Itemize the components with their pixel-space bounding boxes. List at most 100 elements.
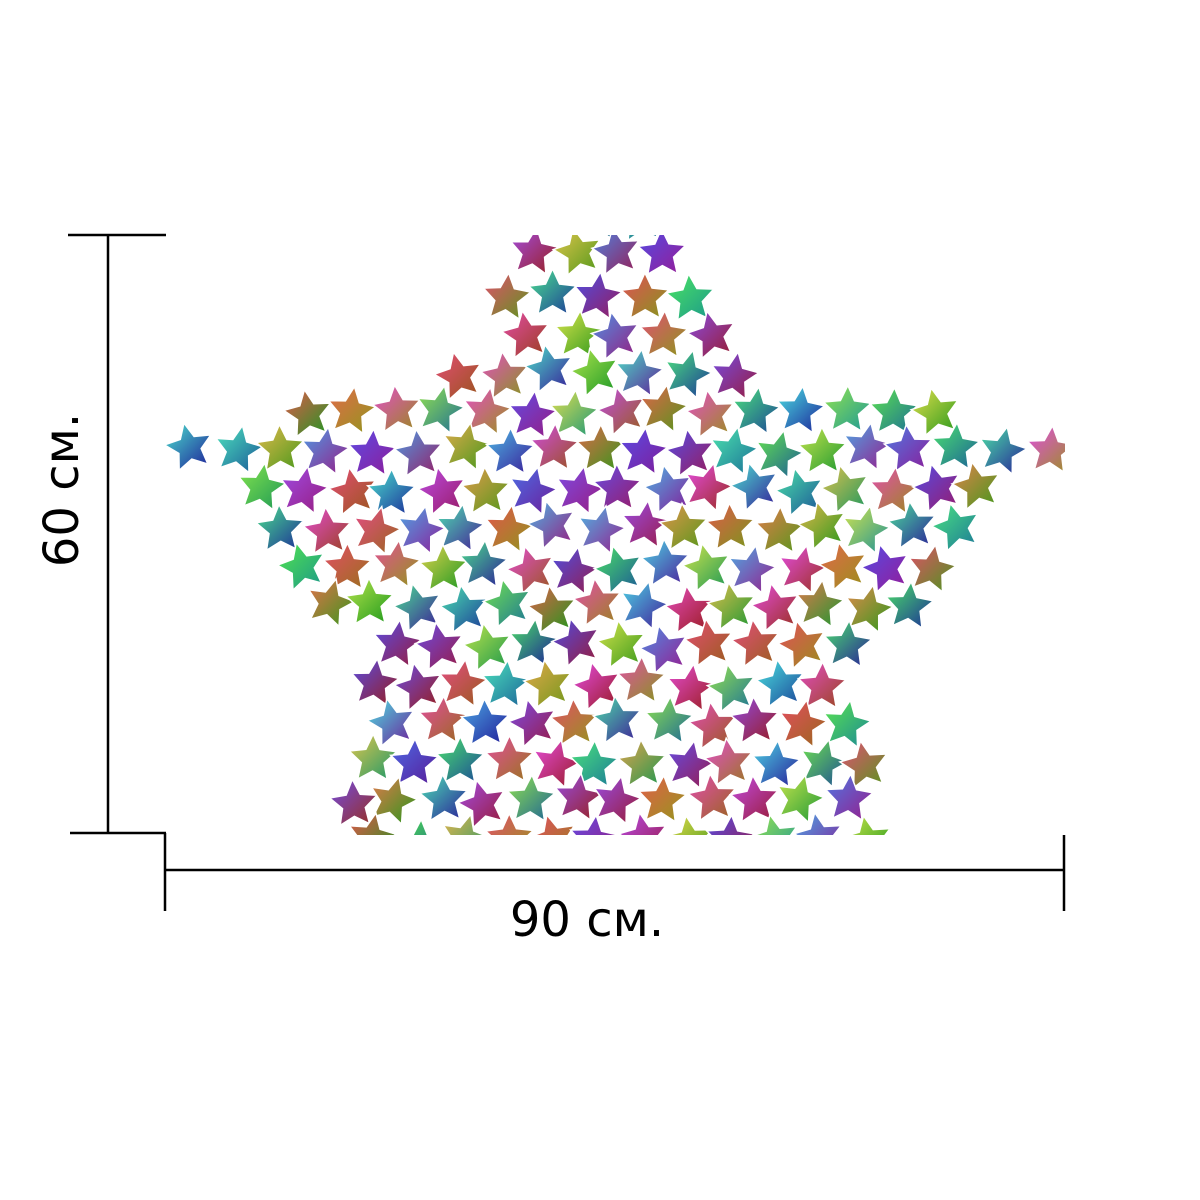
small-star bbox=[347, 732, 399, 782]
small-star bbox=[417, 542, 469, 592]
small-star bbox=[638, 308, 690, 359]
small-star bbox=[627, 235, 659, 242]
small-star bbox=[686, 772, 738, 822]
small-star bbox=[509, 465, 559, 517]
small-star bbox=[165, 421, 213, 472]
small-star bbox=[929, 501, 980, 553]
small-star bbox=[478, 349, 530, 400]
small-star bbox=[868, 385, 920, 435]
small-star bbox=[254, 502, 306, 552]
small-star bbox=[508, 617, 560, 667]
small-star bbox=[642, 463, 693, 515]
small-star bbox=[728, 773, 780, 824]
small-star bbox=[729, 694, 780, 745]
small-star bbox=[254, 422, 306, 472]
small-star bbox=[950, 460, 1001, 512]
small-star bbox=[752, 812, 799, 835]
small-star bbox=[822, 698, 873, 749]
small-star bbox=[838, 739, 889, 790]
small-star bbox=[438, 583, 489, 634]
small-star bbox=[573, 270, 624, 321]
small-star bbox=[844, 583, 895, 634]
small-star bbox=[301, 505, 353, 555]
small-star bbox=[595, 385, 646, 437]
small-star bbox=[841, 504, 892, 555]
small-star bbox=[620, 579, 670, 631]
small-star bbox=[930, 420, 982, 471]
small-star bbox=[792, 810, 843, 835]
small-star bbox=[664, 348, 714, 400]
small-star bbox=[778, 698, 829, 749]
small-star bbox=[882, 422, 934, 473]
small-star bbox=[795, 578, 846, 629]
height-label: 60 см. bbox=[34, 413, 90, 567]
small-star bbox=[821, 383, 873, 433]
small-star bbox=[664, 272, 716, 322]
small-star bbox=[639, 383, 690, 434]
small-star bbox=[710, 350, 761, 401]
small-star bbox=[592, 774, 643, 826]
small-star bbox=[499, 309, 551, 360]
small-star bbox=[859, 542, 909, 594]
small-star bbox=[618, 425, 670, 476]
small-star bbox=[728, 461, 778, 512]
small-star bbox=[551, 235, 602, 277]
small-star bbox=[727, 543, 778, 595]
small-star bbox=[523, 342, 574, 394]
small-star bbox=[842, 421, 894, 472]
small-star bbox=[455, 778, 506, 830]
small-star bbox=[462, 385, 513, 436]
width-label: 90 см. bbox=[510, 892, 664, 948]
small-star bbox=[550, 545, 601, 596]
small-star bbox=[347, 811, 398, 835]
small-star bbox=[391, 581, 442, 633]
small-star bbox=[548, 388, 600, 438]
small-star bbox=[705, 662, 756, 714]
small-star bbox=[394, 817, 432, 835]
small-star bbox=[705, 580, 757, 631]
small-star bbox=[617, 810, 668, 835]
small-star bbox=[615, 654, 667, 704]
small-star bbox=[796, 500, 846, 551]
small-star bbox=[709, 425, 760, 476]
small-star bbox=[353, 504, 403, 556]
small-star bbox=[461, 621, 512, 673]
small-star bbox=[817, 540, 868, 592]
small-star bbox=[434, 734, 486, 784]
small-star bbox=[581, 235, 614, 241]
small-star bbox=[680, 541, 731, 593]
small-star bbox=[483, 811, 535, 835]
small-star bbox=[550, 616, 600, 668]
small-star bbox=[755, 428, 805, 480]
small-star bbox=[548, 696, 600, 747]
small-star bbox=[731, 385, 782, 436]
small-star bbox=[796, 660, 848, 710]
small-star bbox=[481, 577, 532, 629]
small-star bbox=[327, 777, 379, 827]
star-pattern bbox=[165, 235, 1065, 835]
small-star bbox=[907, 543, 958, 594]
small-star bbox=[775, 384, 827, 435]
small-star bbox=[619, 270, 671, 320]
small-star bbox=[666, 814, 714, 835]
small-star bbox=[553, 308, 605, 359]
small-star bbox=[397, 504, 448, 556]
small-star bbox=[589, 310, 640, 361]
small-star bbox=[509, 235, 560, 276]
small-star bbox=[459, 696, 511, 746]
small-star bbox=[1025, 423, 1065, 474]
small-star bbox=[666, 662, 717, 713]
small-star bbox=[847, 814, 892, 835]
small-star bbox=[392, 661, 443, 713]
small-star bbox=[527, 266, 579, 316]
small-star bbox=[592, 544, 642, 596]
small-star bbox=[663, 584, 714, 635]
height-dimension: 60 см. bbox=[34, 233, 166, 835]
small-star bbox=[657, 501, 709, 551]
small-star bbox=[773, 466, 824, 518]
small-star bbox=[978, 425, 1029, 476]
small-star bbox=[505, 773, 557, 823]
small-star bbox=[616, 737, 668, 788]
small-star bbox=[214, 423, 265, 475]
